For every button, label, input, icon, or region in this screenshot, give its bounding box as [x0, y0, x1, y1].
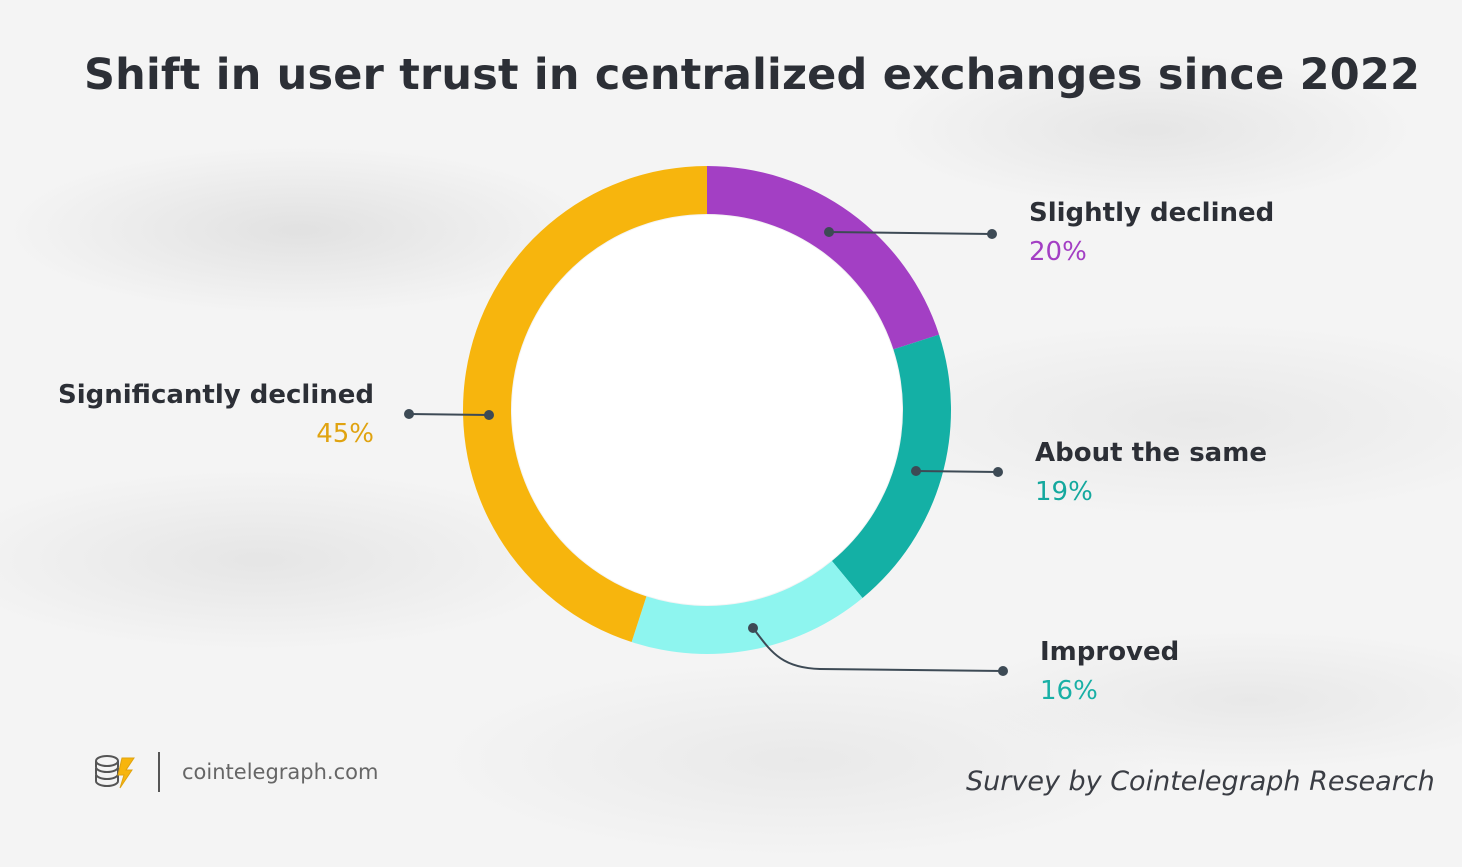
cointelegraph-logo-icon: [95, 755, 135, 789]
label-significantly-declined: Significantly declined: [58, 380, 374, 410]
chart-source: Survey by Cointelegraph Research: [966, 766, 1435, 797]
connector-significantly-declined: [408, 413, 490, 416]
connector-dot-improved-inner: [748, 623, 758, 633]
connector-dot-improved-outer: [998, 666, 1008, 676]
value-about-the-same: 19%: [1035, 477, 1093, 507]
slice-significantly-declined: [463, 166, 707, 643]
label-improved: Improved: [1040, 637, 1180, 667]
value-slightly-declined: 20%: [1029, 237, 1087, 267]
connector-dot-about-the-same-outer: [993, 467, 1003, 477]
footer-separator: [158, 752, 160, 792]
value-significantly-declined: 45%: [316, 419, 374, 449]
label-about-the-same: About the same: [1035, 438, 1267, 468]
connector-about-the-same: [915, 470, 999, 473]
value-improved: 16%: [1040, 676, 1098, 706]
connector-dot-slightly-declined-outer: [987, 229, 997, 239]
connector-slightly-declined: [828, 231, 993, 235]
label-slightly-declined: Slightly declined: [1029, 198, 1275, 228]
connector-dot-significantly-declined-outer: [404, 409, 414, 419]
connector-dot-slightly-declined-inner: [824, 227, 834, 237]
slice-improved: [631, 561, 863, 654]
slice-slightly-declined: [707, 166, 940, 350]
slice-about-the-same: [831, 334, 951, 599]
connector-dot-significantly-declined-inner: [484, 410, 494, 420]
donut-hole: [512, 215, 902, 605]
chart-title: Shift in user trust in centralized excha…: [84, 50, 1421, 100]
connector-dot-about-the-same-inner: [911, 466, 921, 476]
connector-improved: [752, 627, 1004, 672]
footer-site-link[interactable]: cointelegraph.com: [182, 760, 379, 784]
